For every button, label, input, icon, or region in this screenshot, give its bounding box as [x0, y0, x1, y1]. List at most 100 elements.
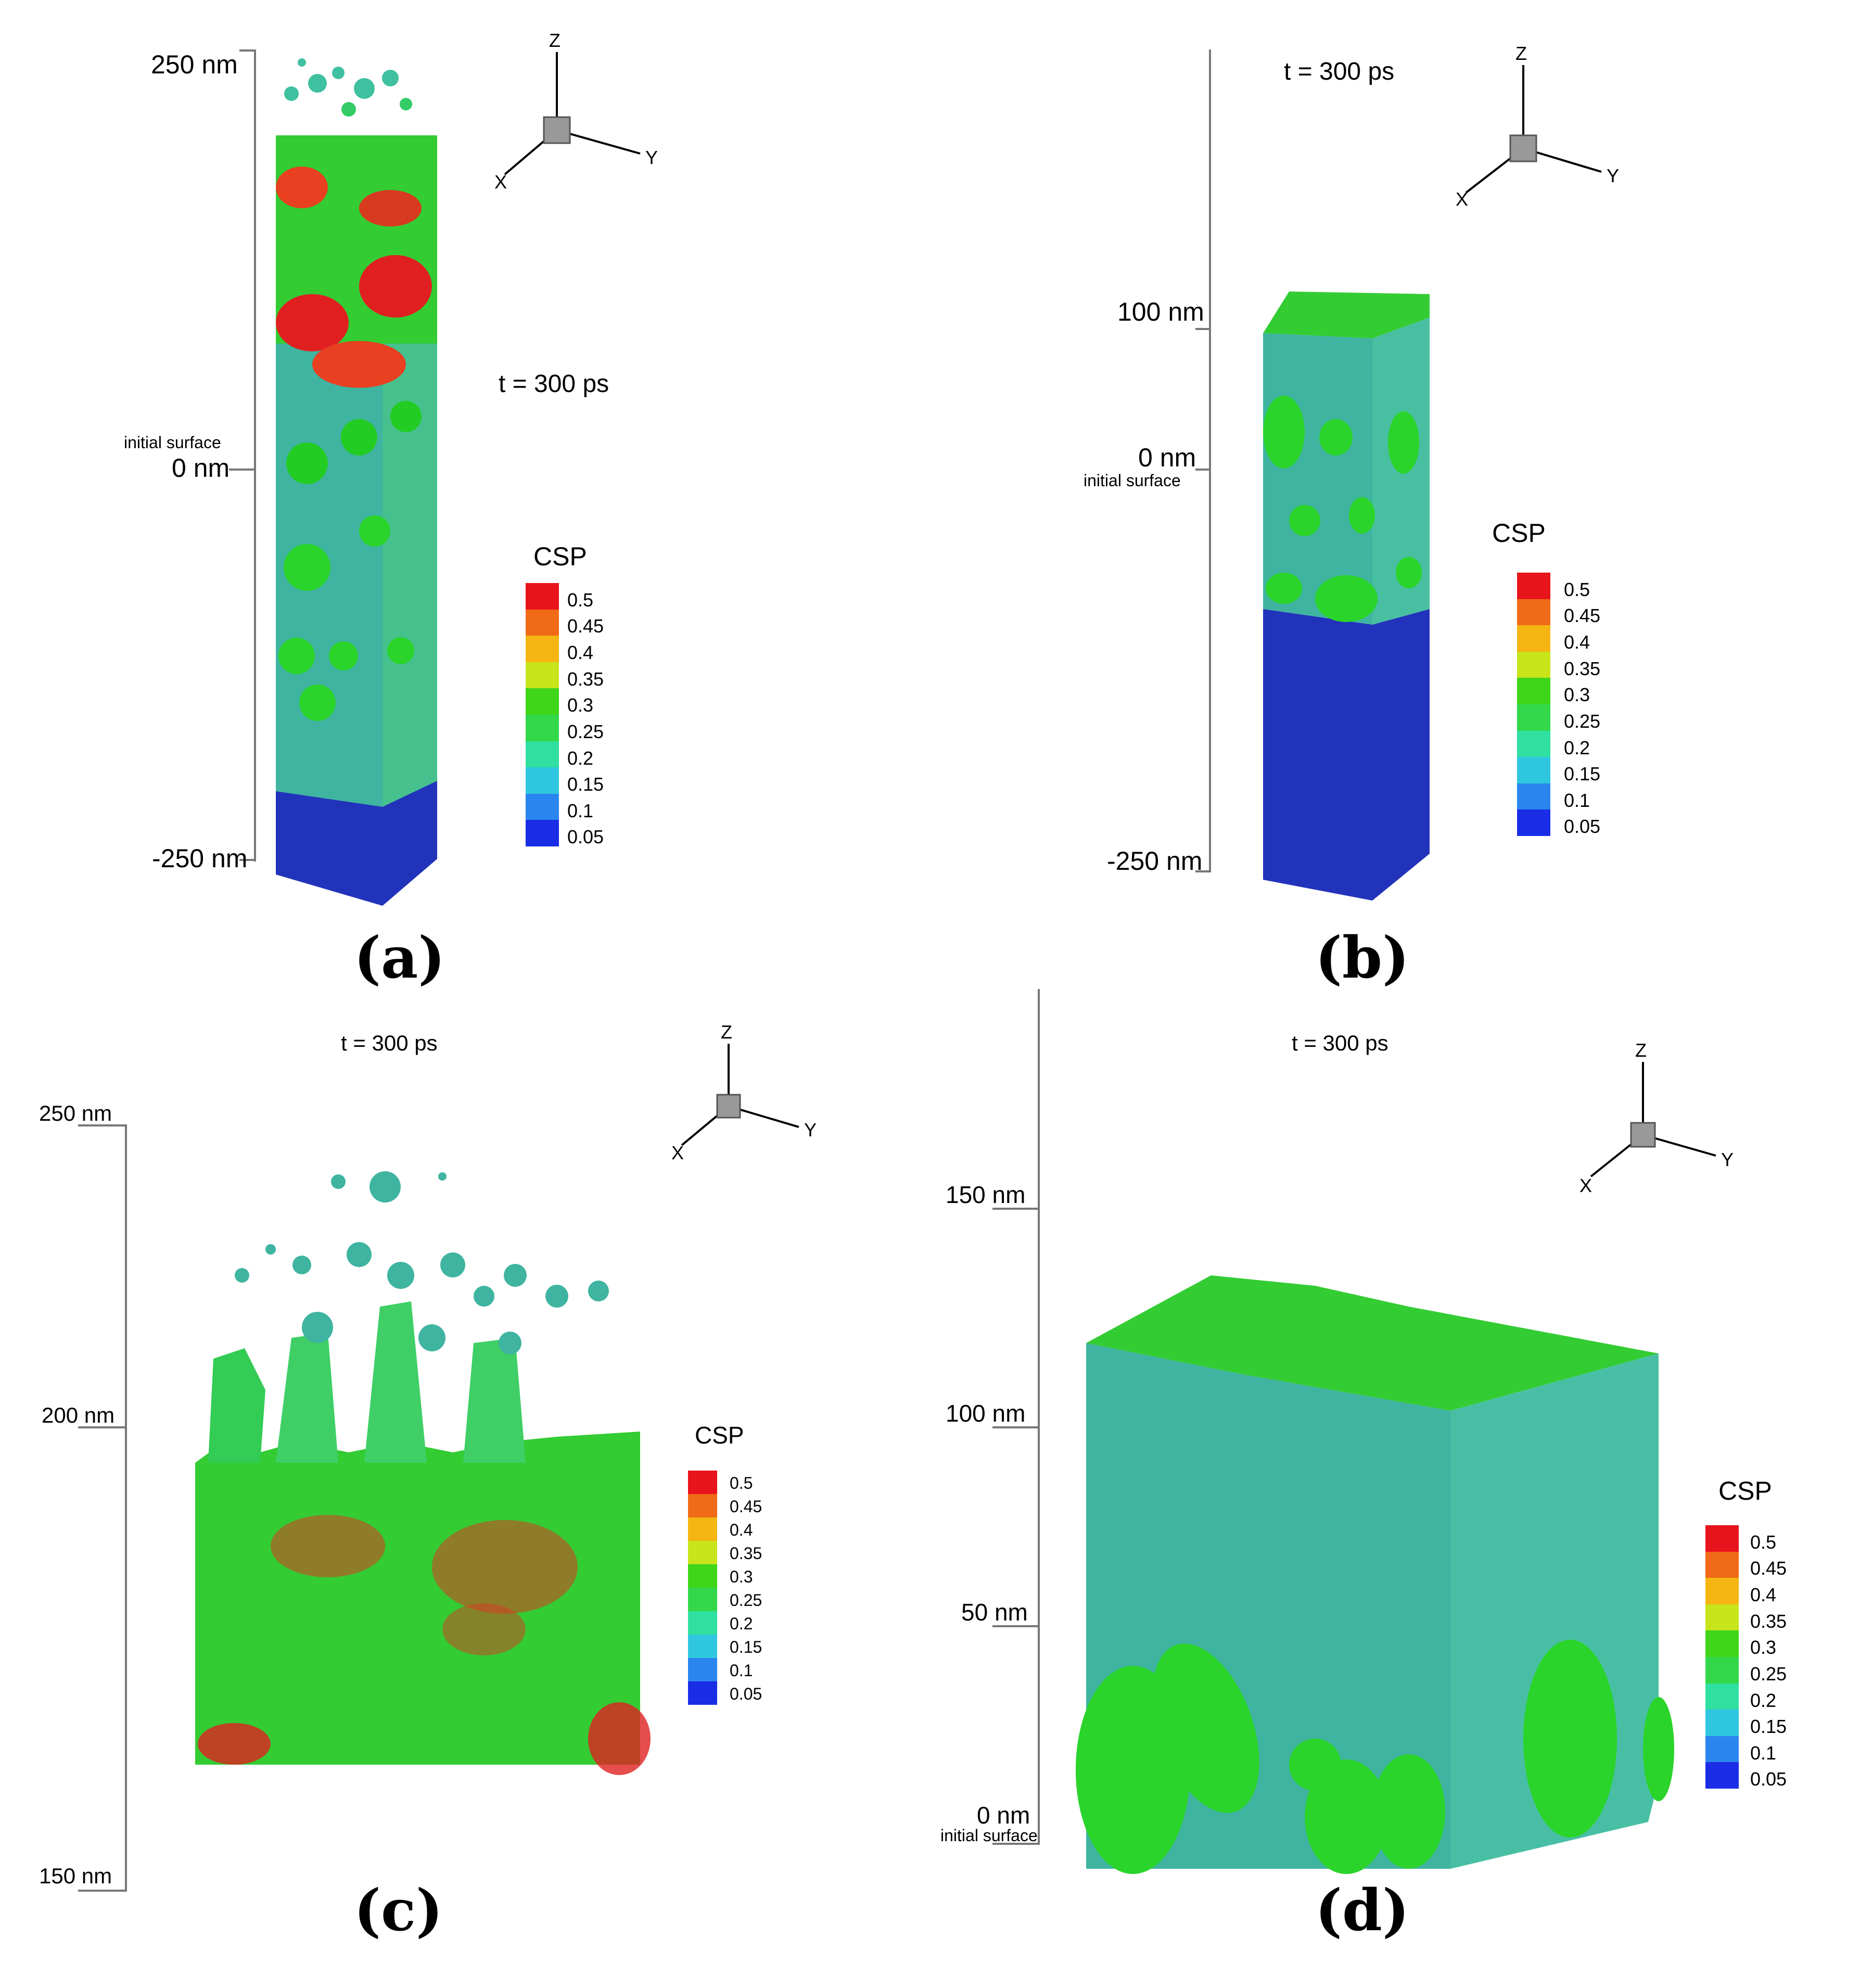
triad-y: Y — [645, 147, 658, 168]
colorbar-swatch — [1705, 1630, 1739, 1657]
colorbar-value: 0.15 — [567, 774, 604, 795]
colorbar-swatch — [688, 1564, 717, 1588]
colorbar-swatch — [1705, 1578, 1739, 1604]
colorbar-swatch — [526, 715, 559, 741]
axis-label-bottom: -250 nm — [1107, 846, 1203, 876]
colorbar-swatch — [688, 1517, 717, 1541]
colorbar-swatch — [688, 1588, 717, 1611]
axis-label-bottom: -250 nm — [152, 844, 248, 873]
colorbar-swatch — [688, 1541, 717, 1564]
initial-surface-label: initial surface — [124, 433, 221, 452]
colorbar-swatch — [688, 1471, 717, 1494]
colorbar-value: 0.15 — [1564, 763, 1601, 784]
panel-label: (d) — [1315, 1877, 1410, 1944]
axis-tick — [78, 1426, 127, 1428]
panel-b: 100 nm 0 nm initial surface -250 nm t = … — [930, 0, 1860, 991]
colorbar: 0.5 0.45 0.4 0.35 0.3 0.25 0.2 0.15 0.1 … — [1517, 573, 1673, 838]
axis-label-top: 250 nm — [151, 50, 238, 79]
colorbar-value: 0.2 — [1750, 1690, 1777, 1711]
colorbar-value: 0.3 — [1564, 684, 1590, 705]
colorbar-swatch — [526, 688, 559, 715]
colorbar-value: 0.4 — [567, 642, 594, 663]
axis-label-top: 100 nm — [1117, 297, 1204, 326]
axis-triad-b: Z Y X — [1456, 43, 1619, 210]
colorbar: 0.5 0.45 0.4 0.35 0.3 0.25 0.2 0.15 0.1 … — [526, 583, 682, 849]
colorbar-value: 0.4 — [730, 1521, 753, 1539]
triad-x: X — [1579, 1175, 1592, 1196]
time-label: t = 300 ps — [341, 1031, 438, 1055]
colorbar-value: 0.25 — [1564, 711, 1601, 732]
colorbar-value: 0.3 — [567, 694, 594, 716]
colorbar-value: 0.1 — [1750, 1742, 1777, 1764]
colorbar-swatch — [688, 1494, 717, 1517]
colorbar-swatch — [688, 1658, 717, 1681]
colorbar-swatch — [688, 1681, 717, 1705]
triad-x: X — [1456, 188, 1468, 210]
colorbar-value: 0.35 — [567, 668, 604, 690]
colorbar-value: 0.25 — [730, 1591, 762, 1610]
colorbar: 0.5 0.45 0.4 0.35 0.3 0.25 0.2 0.15 0.1 … — [688, 1471, 844, 1710]
axis-label-top: 250 nm — [39, 1101, 112, 1125]
panel-label: (a) — [354, 924, 445, 991]
axis-label-mid: 200 nm — [42, 1403, 115, 1427]
colorbar-value: 0.35 — [1750, 1611, 1787, 1632]
colorbar-swatch — [1705, 1604, 1739, 1631]
axis-line — [254, 49, 256, 862]
time-label: t = 300 ps — [1284, 58, 1395, 85]
colorbar-value: 0.5 — [730, 1474, 753, 1492]
colorbar-value: 0.45 — [567, 615, 604, 637]
axis-line — [1038, 989, 1040, 1843]
axis-tick — [1195, 468, 1211, 471]
panel-a: 250 nm initial surface 0 nm -250 nm — [0, 0, 930, 991]
colorbar-value: 0.15 — [1750, 1716, 1787, 1737]
colorbar-value: 0.05 — [730, 1685, 762, 1703]
colorbar-value: 0.05 — [1750, 1768, 1787, 1790]
colorbar-value: 0.45 — [1564, 605, 1601, 626]
time-label: t = 300 ps — [1292, 1031, 1388, 1055]
triad-z: Z — [1635, 1040, 1647, 1061]
axis-triad-d: Z Y X — [1579, 1040, 1734, 1196]
triad-y: Y — [804, 1119, 817, 1141]
colorbar-swatch — [1517, 599, 1550, 626]
axis-label-0: 0 nm — [977, 1802, 1030, 1829]
axis-label-zero: 0 nm — [1138, 443, 1196, 472]
colorbar-swatch — [1705, 1710, 1739, 1736]
colorbar-title: CSP — [1718, 1476, 1772, 1505]
simulation-column-a — [276, 58, 437, 906]
colorbar-value: 0.1 — [567, 800, 594, 821]
colorbar-swatch — [1517, 730, 1550, 757]
time-label: t = 300 ps — [499, 370, 609, 398]
colorbar-value: 0.4 — [1564, 631, 1590, 653]
colorbar-swatch — [1517, 704, 1550, 731]
colorbar-value: 0.5 — [1564, 579, 1590, 600]
initial-surface-label: initial surface — [940, 1826, 1038, 1845]
axis-tick — [78, 1890, 127, 1892]
colorbar-swatch — [688, 1635, 717, 1658]
colorbar-swatch — [1705, 1551, 1739, 1578]
colorbar-value: 0.1 — [730, 1661, 753, 1680]
axis-line — [125, 1124, 127, 1890]
triad-y: Y — [1607, 165, 1619, 186]
axis-triad-a: Z Y X — [494, 30, 658, 193]
axis-triad-c: Z Y X — [671, 1021, 817, 1163]
colorbar-value: 0.2 — [730, 1614, 753, 1633]
axis-tick — [239, 49, 256, 52]
axis-tick — [78, 1124, 127, 1126]
colorbar-value: 0.3 — [1750, 1637, 1777, 1658]
colorbar-swatch — [1517, 625, 1550, 652]
colorbar-value: 0.1 — [1564, 790, 1590, 811]
colorbar-swatch — [1705, 1525, 1739, 1552]
colorbar-swatch — [526, 741, 559, 768]
simulation-surface-c — [195, 1171, 651, 1775]
simulation-block-d — [1076, 1275, 1674, 1874]
colorbar-swatch — [1705, 1762, 1739, 1789]
colorbar-swatch — [1517, 651, 1550, 678]
colorbar-value: 0.3 — [730, 1567, 753, 1586]
axis-label-bottom: 150 nm — [39, 1864, 112, 1888]
colorbar-swatch — [1705, 1657, 1739, 1683]
colorbar-title: CSP — [533, 542, 587, 571]
colorbar-swatch — [1517, 783, 1550, 810]
colorbar-value: 0.5 — [1750, 1531, 1777, 1553]
triad-z: Z — [721, 1021, 732, 1043]
colorbar-swatch — [526, 820, 559, 846]
